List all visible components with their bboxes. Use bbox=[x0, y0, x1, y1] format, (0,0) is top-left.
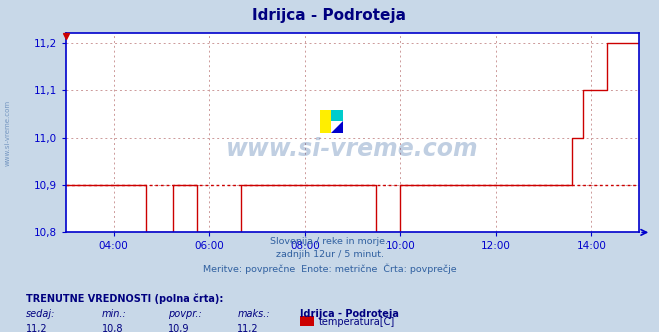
Text: 11,2: 11,2 bbox=[26, 324, 48, 332]
Text: 11,2: 11,2 bbox=[237, 324, 259, 332]
Text: TRENUTNE VREDNOSTI (polna črta):: TRENUTNE VREDNOSTI (polna črta): bbox=[26, 294, 224, 304]
Text: www.si-vreme.com: www.si-vreme.com bbox=[226, 137, 479, 161]
Polygon shape bbox=[331, 110, 343, 121]
Polygon shape bbox=[331, 121, 343, 133]
Text: sedaj:: sedaj: bbox=[26, 309, 56, 319]
Text: povpr.:: povpr.: bbox=[168, 309, 202, 319]
Text: Idrijca - Podroteja: Idrijca - Podroteja bbox=[300, 309, 399, 319]
Text: Slovenija / reke in morje.
zadnjih 12ur / 5 minut.
Meritve: povprečne  Enote: me: Slovenija / reke in morje. zadnjih 12ur … bbox=[203, 237, 456, 274]
Text: Idrijca - Podroteja: Idrijca - Podroteja bbox=[252, 8, 407, 23]
Text: maks.:: maks.: bbox=[237, 309, 270, 319]
Text: 10,8: 10,8 bbox=[102, 324, 124, 332]
Text: temperatura[C]: temperatura[C] bbox=[318, 317, 395, 327]
Text: 10,9: 10,9 bbox=[168, 324, 190, 332]
Text: min.:: min.: bbox=[102, 309, 127, 319]
Text: www.si-vreme.com: www.si-vreme.com bbox=[5, 100, 11, 166]
Polygon shape bbox=[320, 110, 331, 133]
